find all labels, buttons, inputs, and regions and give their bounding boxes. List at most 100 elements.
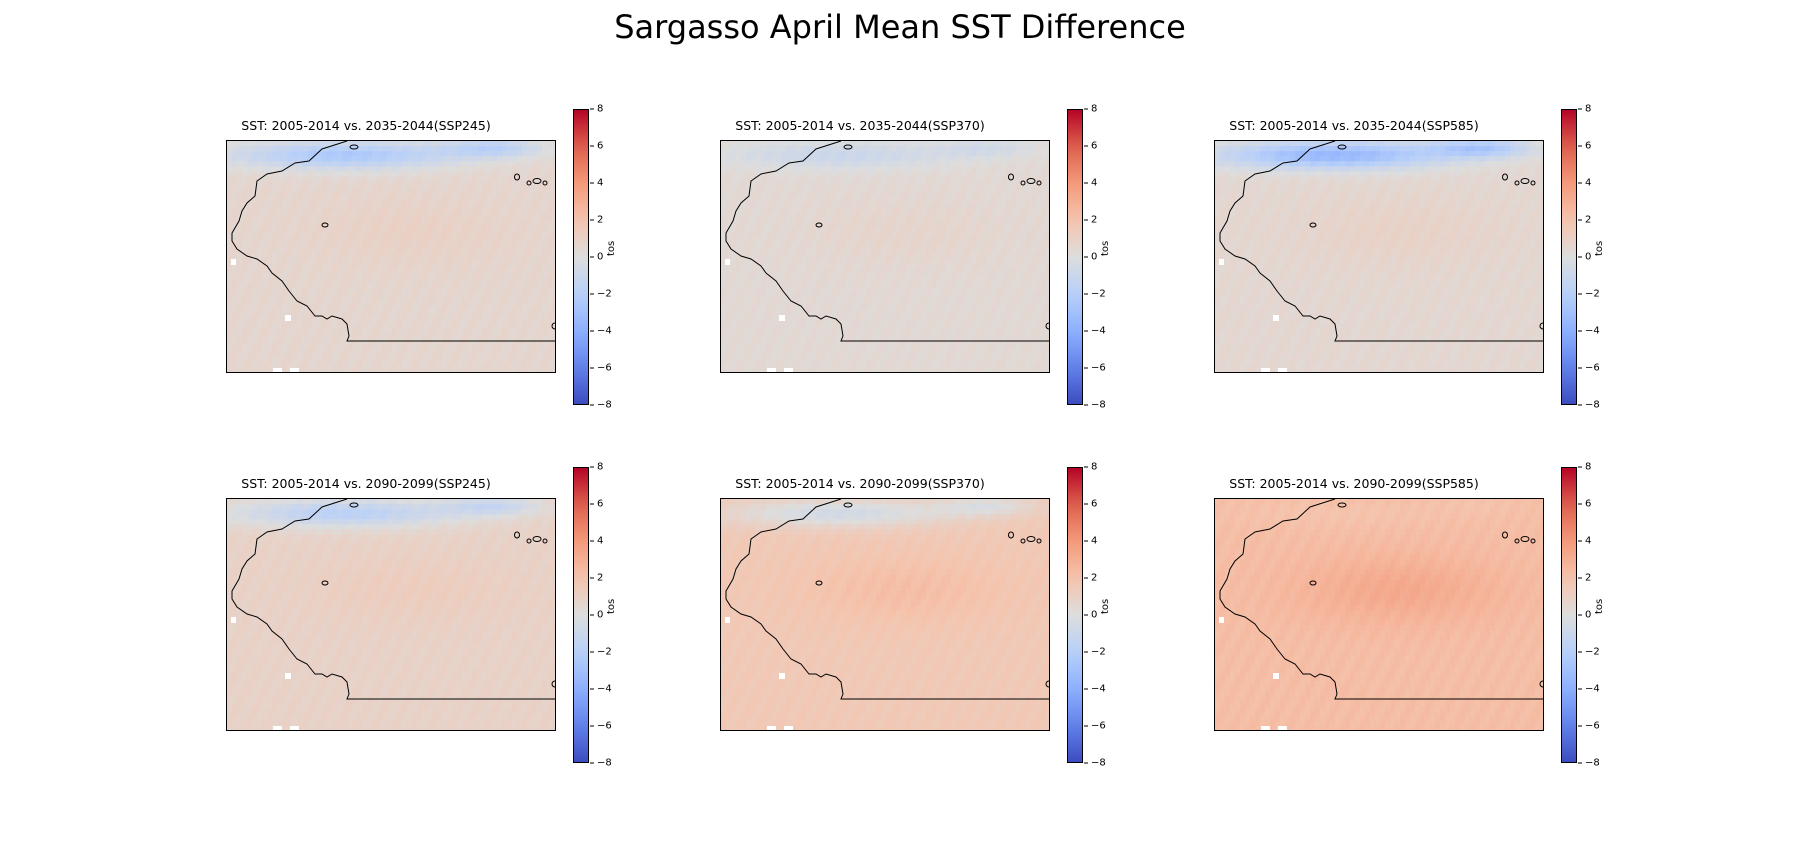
heatmap-cell <box>542 196 548 203</box>
heatmap-cell <box>886 282 892 289</box>
heatmap-cell <box>362 206 368 213</box>
heatmap-cell <box>881 267 887 274</box>
heatmap-cell <box>751 191 757 198</box>
heatmap-cell <box>297 141 303 147</box>
heatmap-cell <box>367 252 373 259</box>
heatmap-cell <box>252 303 258 309</box>
heatmap-cell <box>936 282 942 289</box>
heatmap-cell <box>497 287 503 294</box>
heatmap-cell <box>791 287 797 294</box>
heatmap-cell <box>936 257 942 264</box>
heatmap-cell <box>432 333 438 340</box>
heatmap-cell <box>512 363 518 370</box>
heatmap-cell <box>726 287 732 294</box>
heatmap-cell <box>811 247 817 254</box>
heatmap-cell <box>347 298 353 304</box>
heatmap-cell <box>357 272 363 279</box>
heatmap-cell <box>227 242 233 248</box>
heatmap-cell <box>427 181 433 188</box>
heatmap-cell <box>422 358 428 365</box>
heatmap-cell <box>537 303 543 309</box>
heatmap-cell <box>547 242 553 248</box>
heatmap-cell <box>756 176 762 183</box>
heatmap-cell <box>347 222 353 228</box>
heatmap-cell <box>257 232 263 238</box>
heatmap-cell <box>1011 272 1017 279</box>
heatmap-cell <box>906 181 912 188</box>
heatmap-cell <box>547 272 553 279</box>
heatmap-cell <box>447 267 453 274</box>
heatmap-cell <box>741 247 747 254</box>
heatmap-cell <box>417 313 423 319</box>
heatmap-cell <box>886 262 892 269</box>
heatmap-cell <box>357 156 363 162</box>
heatmap-cell <box>921 237 927 243</box>
heatmap-cell <box>377 247 383 254</box>
heatmap-cell <box>497 323 503 330</box>
heatmap-cell <box>232 282 238 289</box>
heatmap-cell <box>756 287 762 294</box>
heatmap-cell <box>976 267 982 274</box>
heatmap-cell <box>482 151 488 157</box>
heatmap-cell <box>412 227 418 233</box>
heatmap-cell <box>527 166 533 172</box>
heatmap-cell <box>721 242 727 248</box>
heatmap-cell <box>801 206 807 213</box>
heatmap-cell <box>1021 282 1027 289</box>
heatmap-cell <box>392 201 398 208</box>
heatmap-cell <box>931 196 937 203</box>
heatmap-cell <box>402 237 408 243</box>
heatmap-cell <box>237 257 243 264</box>
heatmap-cell <box>447 363 453 370</box>
heatmap-cell <box>741 186 747 193</box>
heatmap-cell <box>527 358 533 365</box>
heatmap-cell <box>382 267 388 274</box>
heatmap-cell <box>886 247 892 254</box>
heatmap-cell <box>482 277 488 284</box>
heatmap-cell <box>1046 257 1049 264</box>
heatmap-cell <box>881 201 887 208</box>
heatmap-cell <box>402 186 408 193</box>
heatmap-cell <box>1006 267 1012 274</box>
heatmap-cell <box>986 242 992 248</box>
heatmap-cell <box>397 227 403 233</box>
heatmap-cell <box>756 156 762 162</box>
heatmap-cell <box>731 257 737 264</box>
heatmap-cell <box>332 216 338 223</box>
heatmap-cell <box>467 277 473 284</box>
heatmap-cell <box>287 166 293 172</box>
heatmap-cell <box>876 161 882 167</box>
heatmap-cell <box>232 227 238 233</box>
heatmap-cell <box>781 176 787 183</box>
heatmap-cell <box>297 237 303 243</box>
heatmap-cell <box>287 257 293 264</box>
heatmap-cell <box>337 368 343 372</box>
heatmap-cell <box>417 348 423 355</box>
heatmap-cell <box>267 186 273 193</box>
heatmap-cell <box>791 181 797 188</box>
heatmap-cell <box>502 156 508 162</box>
heatmap-cell <box>322 353 328 360</box>
heatmap-cell <box>332 201 338 208</box>
heatmap-cell <box>791 161 797 167</box>
heatmap-cell <box>1016 277 1022 284</box>
heatmap-cell <box>1046 176 1049 183</box>
heatmap-cell <box>332 267 338 274</box>
heatmap-cell <box>741 201 747 208</box>
heatmap-cell <box>342 222 348 228</box>
heatmap-cell <box>811 206 817 213</box>
heatmap-cell <box>272 343 278 350</box>
heatmap-cell <box>272 282 278 289</box>
heatmap-cell <box>342 156 348 162</box>
heatmap-cell <box>547 247 553 254</box>
heatmap-cell <box>417 196 423 203</box>
heatmap-cell <box>487 232 493 238</box>
heatmap-cell <box>931 272 937 279</box>
heatmap-cell <box>856 282 862 289</box>
heatmap-cell <box>537 206 543 213</box>
heatmap-cell <box>871 211 877 218</box>
heatmap-cell <box>976 272 982 279</box>
heatmap-cell <box>736 257 742 264</box>
heatmap-cell <box>252 282 258 289</box>
heatmap-cell <box>1046 272 1049 279</box>
